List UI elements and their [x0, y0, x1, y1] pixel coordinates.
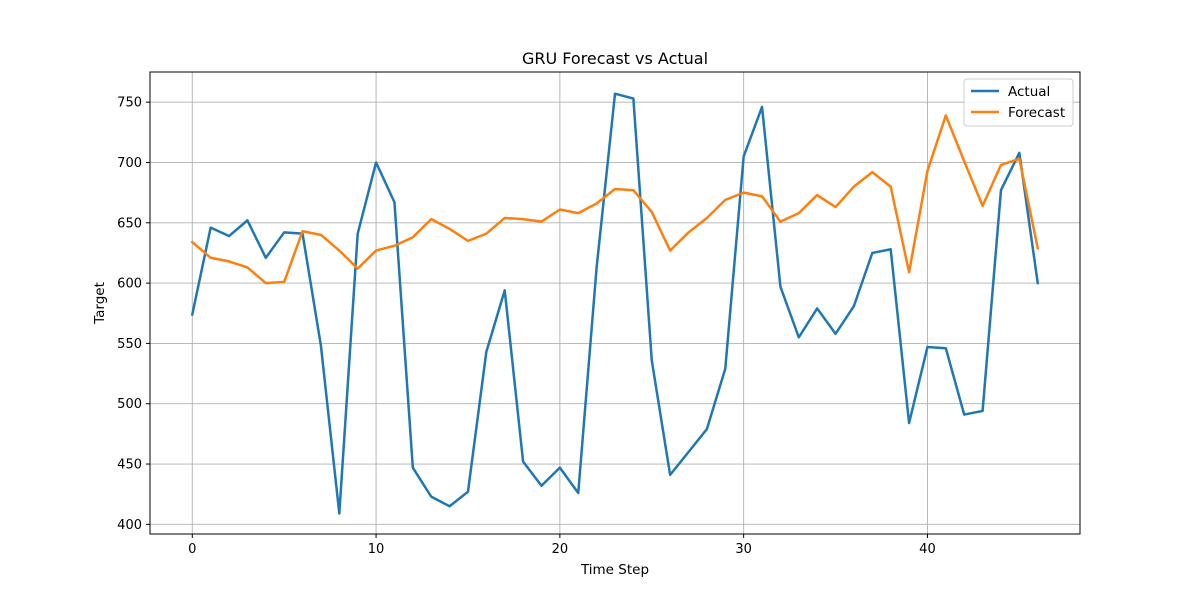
series-line-forecast [190, 114, 1040, 285]
y-tick-label: 450 [117, 458, 142, 473]
legend: Actual Forecast [963, 78, 1074, 127]
y-tick-label: 400 [117, 518, 142, 533]
y-axis-label: Target [92, 282, 108, 325]
chart-title: GRU Forecast vs Actual [522, 49, 708, 68]
y-tick-label: 550 [117, 337, 142, 352]
y-tick-label: 650 [117, 216, 142, 231]
ticks: 0 10 20 30 40 400 450 500 550 600 650 700 750 [117, 96, 936, 557]
y-tick-label: 600 [117, 277, 142, 292]
series-line-actual [190, 92, 1040, 515]
legend-label-forecast: Forecast [1008, 105, 1065, 121]
legend-label-actual: Actual [1008, 84, 1050, 100]
x-tick-label: 20 [552, 542, 569, 557]
x-tick-label: 10 [368, 542, 385, 557]
x-tick-label: 0 [188, 542, 196, 557]
grid [150, 72, 1080, 534]
plot-frame [149, 71, 1081, 535]
y-tick-label: 750 [117, 96, 142, 111]
x-axis-label: Time Step [580, 562, 649, 578]
y-tick-label: 500 [117, 397, 142, 412]
series-layer [190, 92, 1040, 515]
x-tick-label: 30 [735, 542, 752, 557]
x-tick-label: 40 [919, 542, 936, 557]
y-tick-label: 700 [117, 156, 142, 171]
